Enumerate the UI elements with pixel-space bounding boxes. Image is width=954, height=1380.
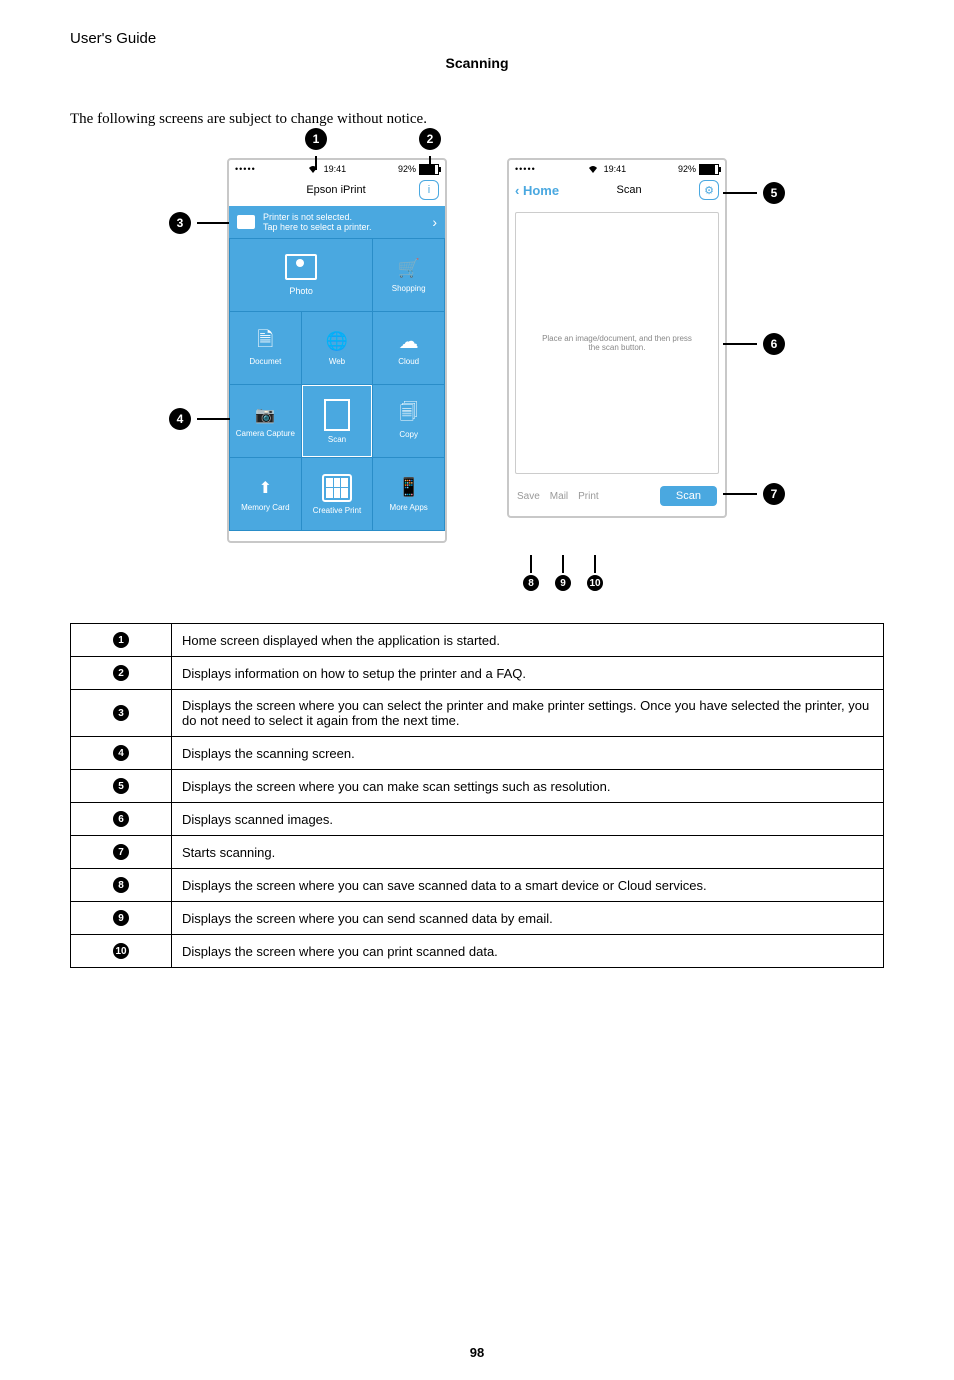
- callout-8-badge: 8: [523, 575, 539, 591]
- page-number: 98: [0, 1345, 954, 1360]
- callout-2-badge: 2: [419, 128, 441, 150]
- tile-document[interactable]: Documet: [230, 312, 301, 384]
- phone-icon: [396, 477, 422, 499]
- intro-text: The following screens are subject to cha…: [70, 111, 884, 128]
- row-desc: Displays information on how to setup the…: [172, 657, 884, 690]
- row-desc: Displays the screen where you can send s…: [172, 902, 884, 935]
- scan-title: Scan: [559, 184, 699, 196]
- tile-web[interactable]: Web: [302, 312, 373, 384]
- tile-more[interactable]: More Apps: [373, 458, 444, 530]
- row-badge: 7: [113, 844, 129, 860]
- scan-icon: [324, 399, 350, 431]
- callout-7-badge: 7: [763, 483, 785, 505]
- print-link[interactable]: Print: [578, 491, 599, 502]
- row-desc: Displays scanned images.: [172, 803, 884, 836]
- row-badge: 3: [113, 705, 129, 721]
- tile-creative[interactable]: Creative Print: [302, 458, 373, 530]
- row-badge: 9: [113, 910, 129, 926]
- table-row: 8 Displays the screen where you can save …: [71, 869, 884, 902]
- row-desc: Displays the screen where you can save s…: [172, 869, 884, 902]
- row-badge: 2: [113, 665, 129, 681]
- row-badge: 8: [113, 877, 129, 893]
- tile-shopping[interactable]: Shopping: [373, 239, 444, 311]
- mail-link[interactable]: Mail: [550, 491, 568, 502]
- status-bar-scan: 19:41 92%: [509, 160, 725, 178]
- scan-preview-area: Place an image/document, and then press …: [515, 212, 719, 474]
- callout-10-badge: 10: [587, 575, 603, 591]
- scan-screen-figure: 5 6 7 19:41 92%: [507, 158, 727, 543]
- tile-cloud[interactable]: Cloud: [373, 312, 444, 384]
- table-row: 10 Displays the screen where you can prin…: [71, 935, 884, 968]
- photo-icon: [285, 254, 317, 280]
- printer-icon: [237, 215, 255, 229]
- row-desc: Starts scanning.: [172, 836, 884, 869]
- callout-1-badge: 1: [305, 128, 327, 150]
- back-home-link[interactable]: ‹ Home: [515, 183, 559, 198]
- row-desc: Displays the screen where you can make s…: [172, 770, 884, 803]
- tile-scan[interactable]: Scan: [302, 385, 373, 457]
- gear-icon[interactable]: ⚙: [699, 180, 719, 200]
- upload-icon: [252, 477, 278, 499]
- row-badge: 1: [113, 632, 129, 648]
- table-row: 2 Displays information on how to setup th…: [71, 657, 884, 690]
- row-desc: Home screen displayed when the applicati…: [172, 624, 884, 657]
- row-badge: 4: [113, 745, 129, 761]
- table-row: 9 Displays the screen where you can send …: [71, 902, 884, 935]
- table-row: 6 Displays scanned images.: [71, 803, 884, 836]
- web-icon: [324, 331, 350, 353]
- row-badge: 6: [113, 811, 129, 827]
- callout-3-badge: 3: [169, 212, 191, 234]
- tile-copy[interactable]: Copy: [373, 385, 444, 457]
- table-row: 4 Displays the scanning screen.: [71, 737, 884, 770]
- tile-photo[interactable]: Photo: [230, 239, 372, 311]
- table-row: 1 Home screen displayed when the applicat…: [71, 624, 884, 657]
- table-row: 3 Displays the screen where you can selec…: [71, 690, 884, 737]
- scan-button[interactable]: Scan: [660, 486, 717, 506]
- callout-5-badge: 5: [763, 182, 785, 204]
- app-title: Epson iPrint: [253, 184, 419, 196]
- table-row: 7 Starts scanning.: [71, 836, 884, 869]
- row-badge: 10: [113, 943, 129, 959]
- guide-title: User's Guide: [70, 30, 884, 47]
- callout-9-badge: 9: [555, 575, 571, 591]
- table-row: 5 Displays the screen where you can make …: [71, 770, 884, 803]
- home-screen-figure: 1 2 3 4: [227, 158, 447, 543]
- info-icon[interactable]: i: [419, 180, 439, 200]
- select-printer-bar[interactable]: Printer is not selected. Tap here to sel…: [229, 206, 445, 238]
- creative-icon: [322, 474, 352, 502]
- tile-memory[interactable]: Memory Card: [230, 458, 301, 530]
- callout-4-badge: 4: [169, 408, 191, 430]
- cart-icon: [396, 258, 422, 280]
- row-badge: 5: [113, 778, 129, 794]
- copy-icon: [396, 404, 422, 426]
- chevron-right-icon: ›: [432, 214, 437, 230]
- camera-icon: [252, 404, 278, 426]
- row-desc: Displays the screen where you can select…: [172, 690, 884, 737]
- description-table: 1 Home screen displayed when the applicat…: [70, 623, 884, 968]
- callout-6-badge: 6: [763, 333, 785, 355]
- section-title: Scanning: [70, 55, 884, 71]
- row-desc: Displays the scanning screen.: [172, 737, 884, 770]
- cloud-icon: [396, 331, 422, 353]
- save-link[interactable]: Save: [517, 491, 540, 502]
- tile-camera[interactable]: Camera Capture: [230, 385, 301, 457]
- document-icon: [252, 331, 278, 353]
- status-bar: 19:41 92%: [229, 160, 445, 178]
- row-desc: Displays the screen where you can print …: [172, 935, 884, 968]
